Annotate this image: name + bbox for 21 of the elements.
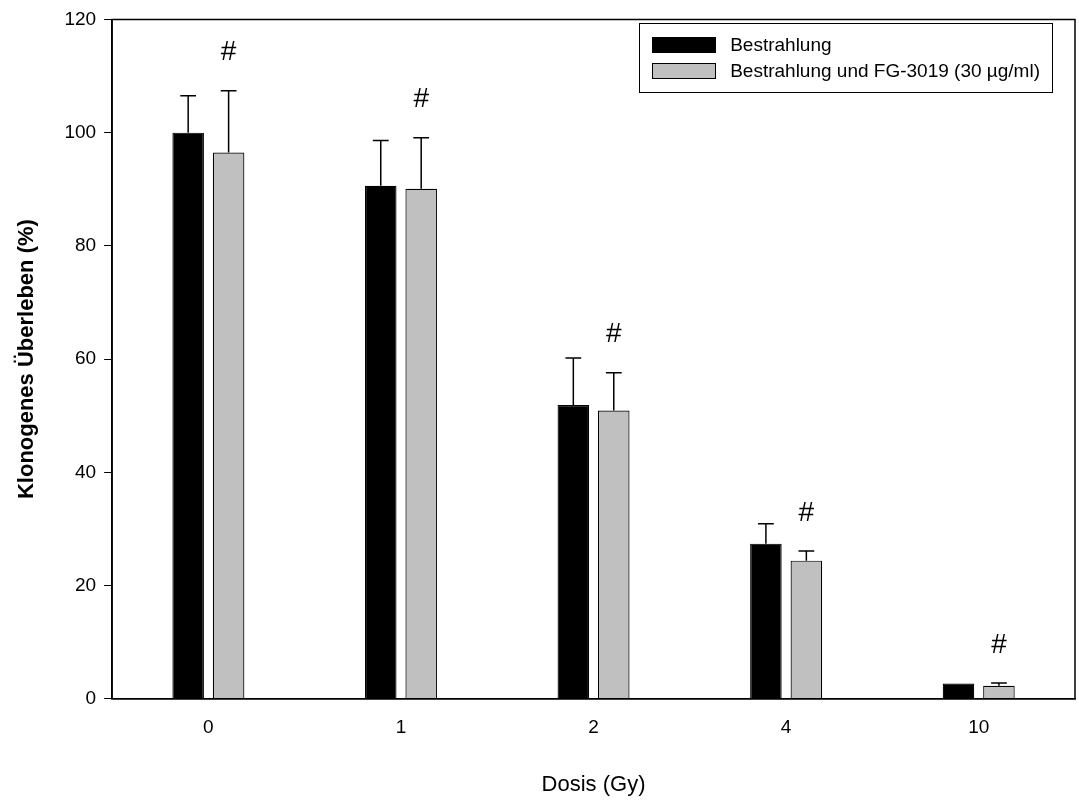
- annotation: #: [413, 82, 430, 114]
- annotation: #: [220, 35, 237, 67]
- annotation: #: [605, 317, 622, 349]
- y-tick-label: 0: [85, 687, 97, 709]
- y-tick-label: 120: [64, 7, 97, 29]
- legend-label: Bestrahlung: [730, 34, 832, 57]
- annotation: #: [991, 627, 1008, 659]
- legend-label: Bestrahlung und FG-3019 (30 µg/ml): [730, 60, 1040, 83]
- annotation: #: [798, 495, 815, 527]
- x-tick-label: 1: [395, 716, 407, 738]
- x-tick-label: 0: [203, 716, 214, 738]
- x-axis-title: Dosis (Gy): [541, 770, 646, 796]
- y-tick-label: 80: [74, 234, 97, 256]
- y-axis-title: Klonogenes Überleben (%): [13, 219, 39, 500]
- y-tick-label: 100: [64, 120, 97, 142]
- x-tick-label: 4: [780, 716, 792, 738]
- x-tick-label: 10: [968, 716, 990, 738]
- y-tick-label: 20: [74, 573, 97, 595]
- y-tick-label: 40: [74, 460, 97, 482]
- y-tick-label: 60: [74, 347, 97, 369]
- x-tick-label: 2: [588, 716, 599, 738]
